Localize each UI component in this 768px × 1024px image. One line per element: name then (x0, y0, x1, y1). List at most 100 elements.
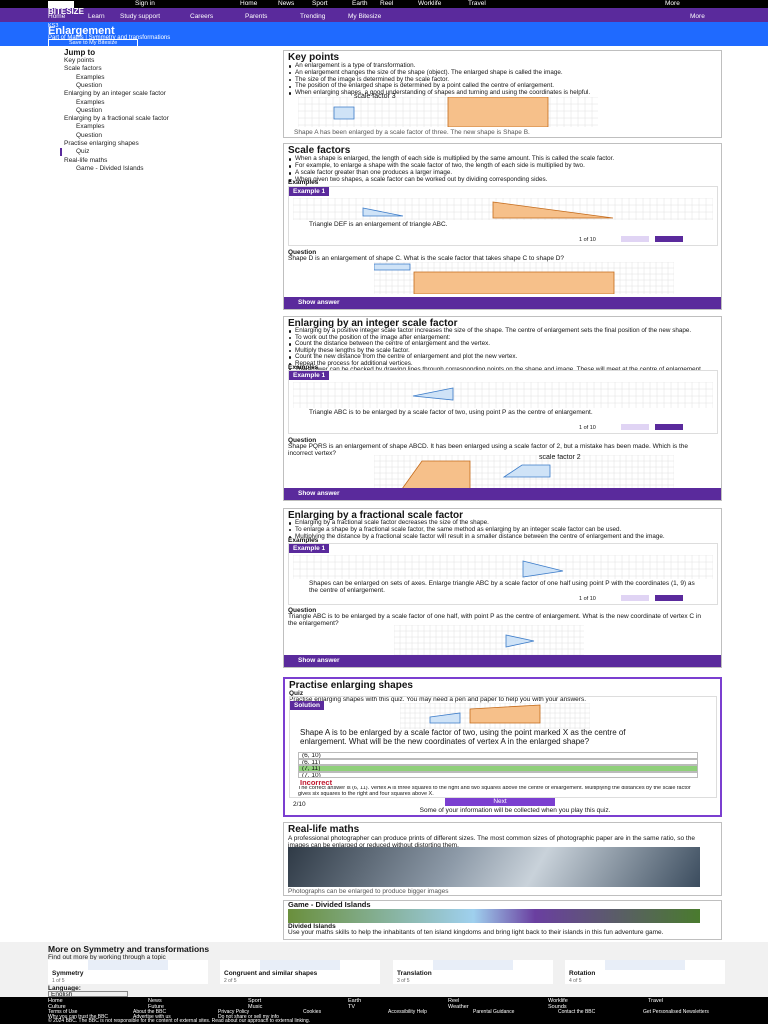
footer-legal[interactable]: Privacy Policy (218, 1009, 250, 1015)
quiz-option[interactable]: (6, 10) (298, 752, 698, 759)
card-count: 3 of 5 (397, 978, 410, 984)
jump-link[interactable]: Question (76, 106, 103, 114)
jump-link[interactable]: Question (76, 81, 103, 89)
question-heading: Question (288, 249, 317, 256)
footer-legal[interactable]: Accessibility Help (388, 1009, 427, 1015)
example-box: Example 1 Triangle DEF is an enlargement … (288, 186, 718, 246)
quiz-option[interactable]: (7, 11) (298, 765, 698, 772)
jump-link[interactable]: Quiz (76, 148, 90, 156)
save-button[interactable]: Save to My Bitesize (48, 39, 139, 47)
quiz-option[interactable]: (6, 11) (298, 758, 698, 765)
bullet: To enlarge a shape by a fractional scale… (288, 526, 708, 534)
subnav-link[interactable]: Careers (190, 13, 214, 20)
footer-legal[interactable]: Why you can trust the BBC (48, 1014, 109, 1020)
diagram (400, 703, 590, 729)
nav-link[interactable]: News (278, 0, 295, 7)
show-answer[interactable]: Show answer (284, 297, 721, 309)
pager: 1 of 10 (579, 596, 596, 602)
subnav-link[interactable]: Parents (245, 13, 268, 20)
footer-legal[interactable]: Terms of Use (48, 1009, 78, 1015)
game-banner[interactable] (288, 909, 700, 923)
topic-card[interactable]: Symmetry 1 of 5 (48, 960, 208, 984)
card-count: 1 of 5 (52, 978, 65, 984)
prev[interactable] (621, 595, 649, 601)
bullet: Repeat the process for additional vertic… (288, 360, 708, 368)
section: Enlarging by an integer scale factor Enla… (283, 316, 722, 501)
pager: 1 of 10 (579, 425, 596, 431)
footer-legal[interactable]: Get Personalised Newsletters (643, 1009, 709, 1015)
footer-link[interactable]: Sounds (548, 1004, 567, 1010)
bullet: When enlarging shapes, a good understand… (288, 89, 708, 97)
topic-card[interactable]: Congruent and similar shapes 2 of 5 (220, 960, 380, 984)
jump-link[interactable]: Question (76, 131, 103, 139)
footer-legal[interactable]: Do not share or sell my info (218, 1014, 279, 1020)
subnav-more[interactable]: More (690, 13, 705, 20)
jump-link[interactable]: Scale factors (64, 65, 102, 73)
nav-link[interactable]: Sport (312, 0, 328, 7)
jump-link[interactable]: Examples (76, 73, 105, 81)
footer-link[interactable]: Reel (448, 998, 460, 1004)
footer-legal[interactable]: Contact the BBC (558, 1009, 596, 1015)
card-image (88, 960, 168, 970)
shape (429, 712, 461, 724)
nav-link[interactable]: Home (240, 0, 258, 7)
footer-link[interactable]: Music (248, 1004, 263, 1010)
nav-link[interactable]: Travel (468, 0, 486, 7)
jump-link[interactable]: Game - Divided Islands (76, 164, 144, 172)
topic-card[interactable]: Translation 3 of 5 (393, 960, 553, 984)
bullet: When given two shapes, a scale factor ca… (288, 176, 708, 184)
show-answer[interactable]: Show answer (284, 655, 721, 667)
jump-link[interactable]: Key points (64, 57, 95, 64)
footer-legal[interactable]: Parental Guidance (473, 1009, 515, 1015)
footer-link[interactable]: Sport (248, 998, 262, 1004)
footer-link[interactable]: Weather (448, 1004, 469, 1010)
footer-link[interactable]: Travel (648, 998, 664, 1004)
next[interactable] (655, 236, 683, 242)
nav-link[interactable]: Reel (380, 0, 394, 7)
next[interactable] (655, 595, 683, 601)
photo (288, 847, 700, 887)
footer-link[interactable]: TV (348, 1004, 356, 1010)
footer-link[interactable]: Worklife (548, 998, 568, 1004)
footer-link[interactable]: Earth (348, 998, 362, 1004)
jump-link[interactable]: Practise enlarging shapes (64, 140, 139, 147)
footer-legal[interactable]: Advertise with us (133, 1014, 171, 1020)
shape (413, 271, 615, 294)
more-heading: More on Symmetry and transformations (48, 945, 210, 954)
subnav-link[interactable]: Trending (300, 13, 326, 20)
footer-link[interactable]: News (148, 998, 162, 1004)
footer-legal[interactable]: Cookies (303, 1009, 322, 1015)
jump-link[interactable]: Examples (76, 98, 105, 106)
shape (333, 106, 355, 120)
shape (492, 201, 614, 219)
subnav-link[interactable]: Learn (88, 13, 105, 20)
quiz-option[interactable]: (7, 10) (298, 771, 698, 778)
prev[interactable] (621, 236, 649, 242)
language-value[interactable]: English (48, 991, 128, 997)
next[interactable] (655, 424, 683, 430)
prev[interactable] (621, 424, 649, 430)
nav-link[interactable]: More (665, 0, 680, 7)
shape (502, 464, 551, 478)
next-button[interactable]: Next (445, 798, 555, 806)
subnav-link[interactable]: My Bitesize (348, 13, 382, 20)
footer-link[interactable]: Future (148, 1004, 164, 1010)
question-heading: Question (288, 607, 317, 614)
jump-link[interactable]: Examples (76, 123, 105, 131)
jump-link[interactable]: Real-life maths (64, 156, 108, 164)
jump-link[interactable]: Enlarging by an integer scale factor (64, 90, 166, 98)
footer (0, 997, 768, 1024)
nav-link[interactable]: Sign in (135, 0, 155, 7)
jump-link[interactable]: Enlarging by a fractional scale factor (64, 115, 169, 123)
nav-link[interactable]: Worklife (418, 0, 442, 7)
topic-card[interactable]: Rotation 4 of 5 (565, 960, 725, 984)
nav-link[interactable]: Earth (352, 0, 368, 7)
footer-link[interactable]: Culture (48, 1004, 66, 1010)
card-count: 2 of 5 (224, 978, 237, 984)
subnav-link[interactable]: Home (48, 13, 66, 20)
footer-link[interactable]: Home (48, 998, 63, 1004)
footer-legal[interactable]: About the BBC (133, 1009, 167, 1015)
bullet: Count the distance between the centre of… (288, 340, 708, 348)
subnav-link[interactable]: Study support (120, 13, 161, 20)
show-answer[interactable]: Show answer (284, 488, 721, 500)
